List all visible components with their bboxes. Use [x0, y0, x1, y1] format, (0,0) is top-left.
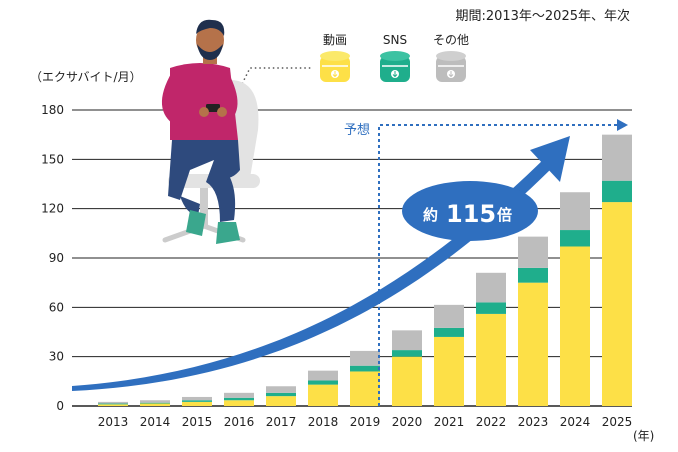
x-tick-label: 2014: [140, 415, 171, 429]
bar-segment: [518, 267, 548, 283]
legend: 動画 SNS その他: [320, 33, 469, 82]
x-tick-labels: 2013 2014 2015 2016 2017 2018 2019 2020 2021 2022…: [98, 415, 633, 429]
bar-segment: [434, 327, 464, 337]
bar-segment: [392, 350, 422, 357]
bar-segment: [182, 400, 212, 402]
bar-segment: [224, 392, 254, 398]
bar-segment: [476, 272, 506, 303]
x-tick-label: 2016: [224, 415, 255, 429]
database-icon: [436, 51, 466, 82]
bar-segment: [560, 246, 590, 406]
y-tick-label: 30: [49, 350, 64, 364]
bar-segment: [434, 336, 464, 406]
bar-segment: [476, 302, 506, 314]
bar-segment: [518, 236, 548, 268]
legend-label-sns: SNS: [383, 33, 407, 47]
legend-label-video: 動画: [323, 33, 347, 47]
x-tick-label: 2022: [476, 415, 507, 429]
database-icon: [320, 51, 350, 82]
bar-segment: [602, 180, 632, 203]
x-tick-label: 2021: [434, 415, 465, 429]
period-note: 期間:2013年～2025年、年次: [455, 8, 630, 24]
x-tick-label: 2015: [182, 415, 213, 429]
bar-segment: [602, 134, 632, 181]
bar-segment: [98, 401, 128, 404]
growth-arrowhead: [530, 136, 570, 182]
legend-item-video: 動画: [320, 33, 350, 82]
legend-label-other: その他: [433, 33, 469, 47]
x-tick-label: 2013: [98, 415, 129, 429]
bar-segment: [308, 370, 338, 381]
y-axis-label: （エクサバイト/月）: [30, 70, 142, 84]
x-tick-label: 2018: [308, 415, 339, 429]
bar-segment: [266, 386, 296, 393]
person-illustration: [161, 19, 260, 244]
x-axis-label: (年): [633, 429, 654, 443]
bar-segment: [266, 396, 296, 406]
bar-segment: [476, 313, 506, 406]
bar-segment: [392, 356, 422, 406]
growth-suffix: 倍: [497, 206, 512, 224]
growth-badge: 約 115 倍: [402, 181, 538, 241]
legend-item-other: その他: [433, 33, 469, 82]
database-icon: [380, 51, 410, 82]
bar-segment: [560, 230, 590, 247]
forecast-arrowhead: [617, 119, 628, 131]
x-tick-label: 2019: [350, 415, 381, 429]
x-tick-label: 2025: [602, 415, 633, 429]
bar-segment: [602, 202, 632, 406]
growth-value: 115: [446, 200, 496, 228]
bar-segment: [308, 380, 338, 385]
bar-segment: [224, 400, 254, 406]
bar-segment: [140, 402, 170, 404]
bar-segment: [140, 403, 170, 406]
bar-segment: [518, 282, 548, 406]
bar-segment: [266, 392, 296, 397]
legend-item-sns: SNS: [380, 33, 410, 82]
bar-segment: [350, 350, 380, 366]
bar-segment: [182, 401, 212, 406]
x-tick-label: 2023: [518, 415, 549, 429]
bar-segment: [182, 396, 212, 401]
bar-segment: [224, 397, 254, 401]
x-tick-label: 2020: [392, 415, 423, 429]
bar-segment: [434, 304, 464, 328]
y-tick-label: 90: [49, 251, 64, 265]
y-tick-label: 150: [41, 152, 64, 166]
bars: [98, 134, 632, 406]
forecast-indicator: 予想: [344, 119, 628, 406]
connector-dots: [227, 67, 312, 113]
y-tick-label: 180: [41, 103, 64, 117]
bar-segment: [140, 400, 170, 403]
bar-segment: [98, 404, 128, 406]
bar-segment: [308, 384, 338, 406]
x-tick-label: 2024: [560, 415, 591, 429]
bar-segment: [392, 330, 422, 351]
bar-segment: [350, 371, 380, 406]
growth-prefix: 約: [423, 206, 438, 224]
bar-segment: [560, 192, 590, 231]
y-tick-label: 0: [56, 399, 64, 413]
growth-arrow: [72, 136, 570, 391]
x-tick-label: 2017: [266, 415, 297, 429]
y-tick-labels: 0 30 60 90 120 150 180: [41, 103, 64, 413]
y-tick-label: 60: [49, 300, 64, 314]
y-tick-label: 120: [41, 202, 64, 216]
forecast-label: 予想: [344, 122, 370, 138]
bar-segment: [98, 403, 128, 405]
bar-segment: [350, 365, 380, 372]
